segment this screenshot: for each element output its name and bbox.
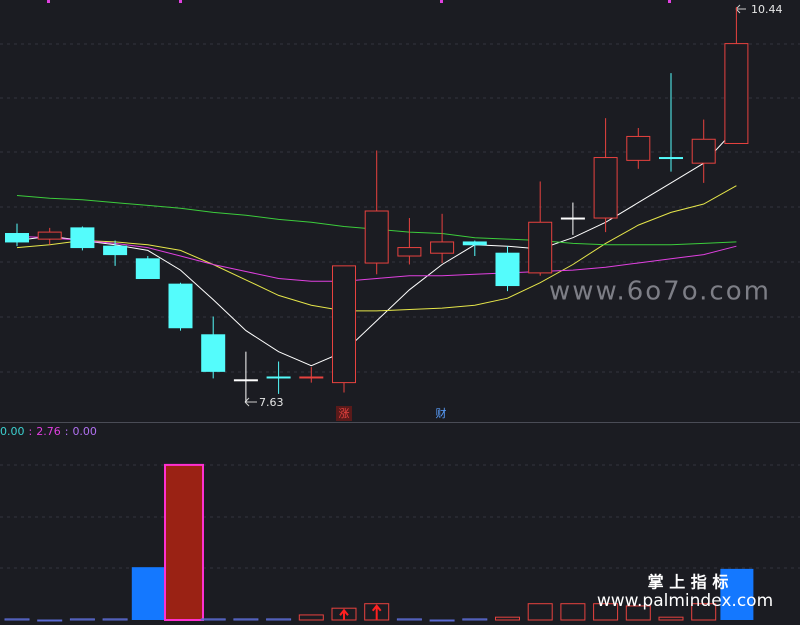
indicator-bar — [462, 618, 488, 621]
indicator-bar — [658, 616, 684, 621]
indicator-legend: 0.00:2.76:0.00 — [0, 425, 97, 438]
indicator-bar — [4, 618, 30, 621]
indicator-arrow — [339, 608, 349, 620]
watermark: www.palmindex.com — [597, 591, 773, 611]
marker — [668, 0, 671, 3]
candle-body — [233, 379, 258, 382]
indicator-bar — [266, 618, 292, 621]
marker — [179, 0, 182, 3]
indicator-bar — [200, 618, 226, 621]
candle-body — [299, 376, 324, 379]
indicator-bar — [102, 618, 128, 621]
indicator-bar — [429, 619, 455, 622]
indicator-bar — [625, 605, 651, 621]
candle-body — [332, 265, 356, 384]
candle-body — [691, 138, 716, 164]
indicator-bar — [131, 567, 165, 620]
indicator-arrow — [371, 604, 382, 620]
candle-body — [560, 217, 585, 220]
watermark: 掌 上 指 标 — [648, 573, 729, 592]
indicator-bar — [720, 568, 754, 620]
candle-body — [201, 334, 226, 372]
indicator-bar — [37, 619, 63, 622]
ma-line — [16, 185, 737, 312]
legend-value: 0.00 — [72, 425, 97, 438]
candle-body — [659, 157, 683, 160]
candle-body — [724, 43, 749, 144]
candle-body — [103, 245, 128, 256]
indicator-bar — [396, 618, 422, 621]
indicator-bar — [69, 618, 95, 621]
indicator-bar — [527, 603, 553, 621]
marks — [4, 7, 754, 622]
candle-body — [168, 283, 193, 329]
indicator-bar — [233, 618, 259, 621]
grid — [0, 43, 800, 569]
ma-line — [16, 235, 737, 282]
candle-body — [397, 247, 422, 257]
indicator-bar — [560, 603, 586, 621]
annotation-box — [336, 406, 352, 421]
min-label: 7.63 — [259, 396, 284, 409]
indicator-bar — [593, 603, 619, 621]
candle-body — [70, 227, 95, 249]
legend-separator: : — [29, 425, 33, 438]
marker — [440, 0, 443, 3]
candle-body — [5, 233, 29, 243]
candle-body — [593, 157, 618, 219]
indicator-bar — [691, 603, 717, 621]
indicator-bar — [164, 463, 204, 621]
legend-value: 0.00 — [0, 425, 25, 438]
watermark: www.6o7o.com — [549, 277, 771, 307]
top-markers — [47, 0, 671, 3]
candle-body — [462, 241, 487, 246]
candle-body — [528, 221, 553, 274]
annotation: 财 — [436, 406, 447, 420]
candle-body — [364, 210, 389, 264]
candle-body — [495, 252, 520, 287]
legend-separator: : — [65, 425, 69, 438]
candle-body — [266, 376, 291, 379]
max-label: 10.44 — [751, 3, 783, 16]
legend-value: 2.76 — [36, 425, 61, 438]
candle-body — [135, 258, 160, 280]
annotation: 涨 — [339, 407, 350, 420]
indicator-bar — [495, 616, 520, 621]
indicator-bar — [298, 614, 324, 621]
marker — [47, 0, 50, 3]
candle-body — [626, 135, 651, 161]
candle-body — [430, 241, 455, 254]
candle-body — [37, 231, 62, 240]
